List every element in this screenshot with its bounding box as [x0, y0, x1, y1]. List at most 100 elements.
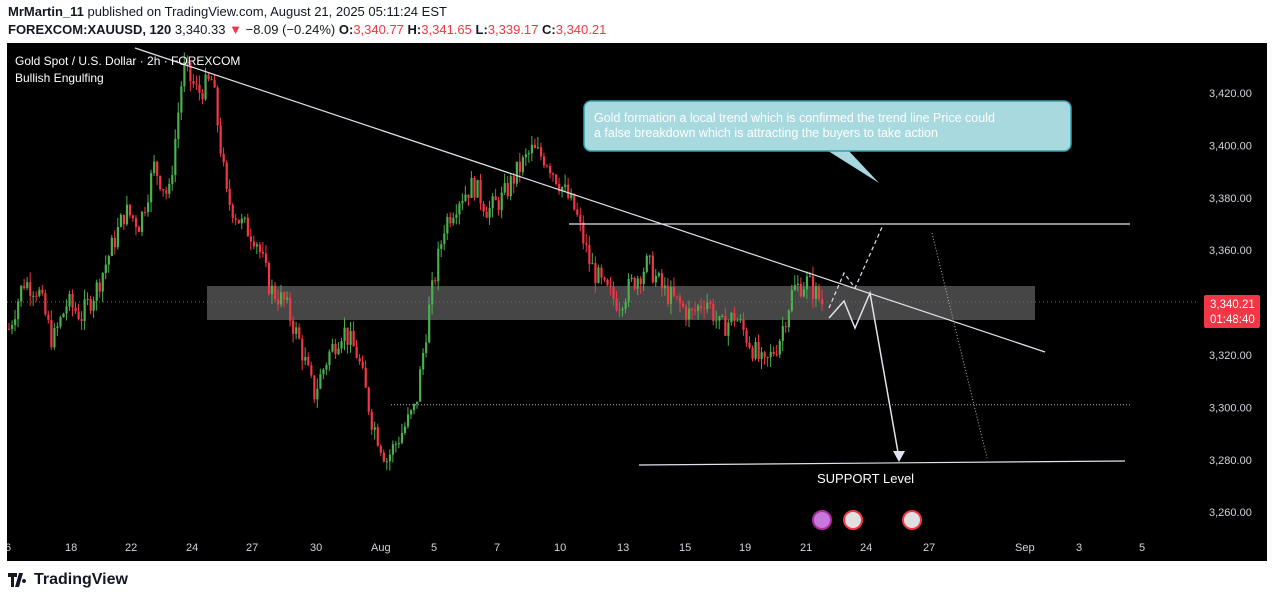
candle-body: [452, 217, 455, 224]
candle-body: [237, 219, 240, 224]
candle-body: [811, 276, 815, 299]
candle-body: [32, 295, 35, 297]
candle-body: [334, 343, 337, 355]
callout-line-2: a false breakdown which is attracting th…: [594, 126, 938, 140]
consolidation-zone: [207, 286, 1035, 320]
y-tick-label: 3,300.00: [1209, 402, 1252, 414]
candle-body: [479, 179, 482, 204]
ohlc-bar: FOREXCOM:XAUUSD, 120 3,340.33 ▼ −8.09 (−…: [8, 22, 606, 37]
candle-body: [119, 214, 123, 227]
candle-body: [367, 387, 370, 412]
chart-area[interactable]: 3,260.003,280.003,300.003,320.003,340.00…: [7, 43, 1267, 561]
candle-body: [561, 186, 564, 192]
chart-title: Gold Spot / U.S. Dollar · 2h · FOREXCOM: [15, 54, 240, 68]
x-tick-label: 3: [1076, 542, 1082, 554]
candle-body: [101, 273, 104, 292]
candle-body: [497, 200, 500, 211]
indicator-label: Bullish Engulfing: [15, 71, 104, 85]
candle-body: [660, 273, 664, 289]
candle-body: [258, 244, 262, 252]
candle-body: [137, 226, 141, 232]
candle-body: [292, 320, 295, 334]
candle-body: [688, 308, 691, 320]
candle-body: [189, 62, 192, 82]
candle-body: [283, 292, 286, 300]
candle-body: [542, 156, 546, 166]
candle-body: [44, 293, 47, 315]
candle-body: [796, 283, 800, 286]
candle-body: [621, 308, 624, 311]
candle-body: [446, 217, 449, 234]
candle-body: [337, 348, 340, 355]
candle-body: [585, 243, 588, 245]
event-flags[interactable]: [812, 510, 922, 530]
candle-body: [536, 147, 540, 149]
candle-body: [150, 173, 153, 203]
x-tick-label: 15: [679, 542, 691, 554]
candle-body: [799, 283, 803, 297]
candle-body: [437, 248, 440, 282]
x-tick-label: 5: [431, 542, 437, 554]
candle-body: [545, 165, 549, 167]
candle-body: [376, 427, 379, 446]
candle-body: [461, 200, 464, 204]
candle-body: [280, 292, 283, 305]
candle-body: [349, 330, 352, 345]
candle-body: [491, 196, 494, 209]
candle-body: [721, 315, 724, 317]
candle-body: [295, 327, 298, 334]
us-flag-icon[interactable]: [812, 510, 832, 530]
price-tag-box: [1204, 295, 1260, 328]
candle-body: [110, 237, 113, 257]
candle-body: [609, 285, 612, 287]
price-tag-value: 3,340.21: [1210, 299, 1255, 311]
candle-body: [778, 340, 781, 355]
candle-body: [50, 320, 53, 348]
candle-body: [500, 192, 503, 211]
candle-body: [162, 189, 165, 191]
candle-body: [431, 280, 434, 305]
price-tag: 3,340.21 01:48:40: [1204, 295, 1260, 328]
candle-body: [443, 233, 446, 245]
candle-body: [343, 327, 346, 342]
us-flag-icon[interactable]: [843, 510, 863, 530]
candle-body: [694, 310, 697, 312]
candle-body: [26, 282, 29, 289]
candle-body: [642, 271, 645, 285]
candle-body: [225, 162, 228, 189]
candle-body: [41, 289, 44, 294]
candle-body: [71, 294, 74, 308]
candle-body: [488, 208, 491, 218]
candle-body: [373, 427, 376, 430]
candle-body: [627, 278, 630, 302]
candle-body: [666, 285, 670, 304]
author-name[interactable]: MrMartin_11: [8, 4, 84, 19]
candle-body: [122, 214, 126, 225]
candle-body: [65, 306, 68, 314]
candle-body: [147, 202, 150, 213]
candle-body: [286, 297, 289, 300]
us-flag-icon[interactable]: [902, 510, 922, 530]
candle-body: [564, 184, 567, 187]
candle-body: [567, 184, 570, 199]
candle-body: [397, 443, 401, 445]
candle-body: [440, 244, 443, 249]
y-tick-label: 3,360.00: [1209, 245, 1252, 257]
candle-body: [125, 204, 129, 225]
time-axis[interactable]: 6 18 22 24 27 30 Aug 5 7 10 13 15 19 21 24 27 Sep 3 5: [7, 542, 1145, 554]
chart-canvas[interactable]: 3,260.003,280.003,300.003,320.003,340.00…: [7, 43, 1267, 561]
candle-body: [657, 273, 660, 276]
candle-body: [270, 285, 274, 295]
candle-body: [808, 276, 812, 278]
candle-body: [53, 328, 56, 348]
candle-body: [116, 226, 120, 248]
candle-body: [56, 326, 59, 329]
x-tick-label: 10: [554, 542, 566, 554]
low-value: 3,339.17: [487, 22, 539, 37]
candle-body: [817, 286, 821, 300]
candle-body: [234, 218, 237, 220]
publish-info: MrMartin_11 published on TradingView.com…: [8, 4, 447, 19]
candle-body: [98, 282, 101, 292]
candle-body: [403, 426, 407, 433]
candle-body: [243, 217, 246, 219]
